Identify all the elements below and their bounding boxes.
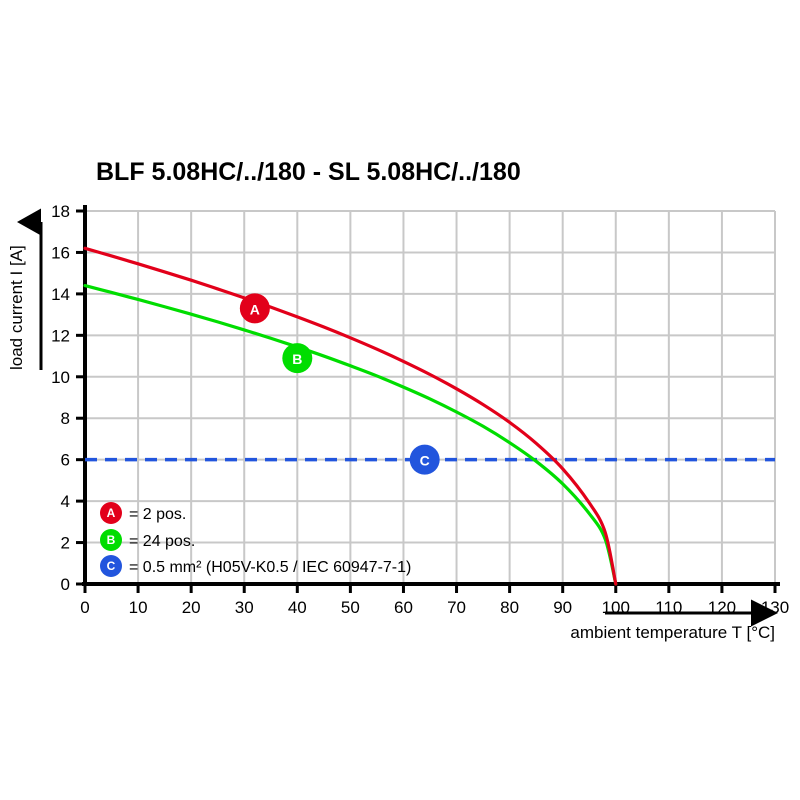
x-tick-label: 50 bbox=[341, 598, 360, 617]
curve-marker-a[interactable]: A bbox=[239, 293, 270, 324]
legend-item-b[interactable]: B = 24 pos. bbox=[100, 529, 195, 551]
x-axis-ticks bbox=[83, 584, 777, 593]
y-axis-ticks bbox=[76, 209, 85, 586]
y-tick-label: 8 bbox=[61, 409, 70, 428]
y-axis-tick-labels: 0 2 4 6 8 10 12 14 16 18 bbox=[51, 202, 70, 594]
x-tick-label: 10 bbox=[129, 598, 148, 617]
curve-marker-b-circle bbox=[282, 343, 313, 374]
legend-label-a: = 2 pos. bbox=[129, 506, 186, 523]
legend-item-c[interactable]: C = 0.5 mm² (H05V-K0.5 / IEC 60947-7-1) bbox=[100, 555, 411, 577]
legend-item-a[interactable]: A = 2 pos. bbox=[100, 502, 186, 524]
y-tick-label: 4 bbox=[61, 492, 70, 511]
legend-badge-a bbox=[100, 502, 122, 524]
y-tick-label: 18 bbox=[51, 202, 70, 221]
x-tick-label: 20 bbox=[182, 598, 201, 617]
x-tick-label: 80 bbox=[500, 598, 519, 617]
legend-badge-b-label: B bbox=[107, 533, 116, 547]
curve-marker-c-label: C bbox=[420, 453, 430, 469]
x-tick-label: 0 bbox=[80, 598, 89, 617]
curve-marker-c[interactable]: C bbox=[409, 444, 440, 475]
curve-marker-b-label: B bbox=[292, 351, 302, 367]
y-tick-label: 12 bbox=[51, 326, 70, 345]
curve-marker-b[interactable]: B bbox=[282, 343, 313, 374]
series-curve-b bbox=[83, 284, 618, 586]
x-tick-label: 90 bbox=[553, 598, 572, 617]
x-axis-title: ambient temperature T [°C] bbox=[570, 623, 775, 642]
curve-marker-c-circle bbox=[409, 444, 440, 475]
x-tick-label: 70 bbox=[447, 598, 466, 617]
y-tick-label: 10 bbox=[51, 368, 70, 387]
y-tick-label: 0 bbox=[61, 575, 70, 594]
grid-vertical-lines bbox=[137, 211, 776, 584]
legend-badge-c bbox=[100, 555, 122, 577]
legend-label-b: = 24 pos. bbox=[129, 533, 195, 550]
y-tick-label: 16 bbox=[51, 243, 70, 262]
y-tick-label: 6 bbox=[61, 451, 70, 470]
y-tick-label: 2 bbox=[61, 534, 70, 553]
x-tick-label: 30 bbox=[235, 598, 254, 617]
x-tick-label: 40 bbox=[288, 598, 307, 617]
legend-badge-a-label: A bbox=[107, 506, 116, 520]
grid-horizontal-lines bbox=[85, 210, 775, 544]
legend: A = 2 pos. B = 24 pos. C = 0.5 mm² (H05V… bbox=[100, 502, 411, 577]
series-curve-a bbox=[83, 246, 618, 586]
curve-marker-a-label: A bbox=[250, 301, 260, 317]
x-tick-label: 60 bbox=[394, 598, 413, 617]
legend-badge-c-label: C bbox=[107, 559, 116, 573]
curve-marker-a-circle bbox=[239, 293, 270, 324]
legend-label-c: = 0.5 mm² (H05V-K0.5 / IEC 60947-7-1) bbox=[129, 559, 411, 576]
y-tick-label: 14 bbox=[51, 285, 70, 304]
page-title: BLF 5.08HC/../180 - SL 5.08HC/../180 bbox=[96, 158, 521, 186]
legend-badge-b bbox=[100, 529, 122, 551]
y-axis-title: load current I [A] bbox=[7, 245, 26, 370]
